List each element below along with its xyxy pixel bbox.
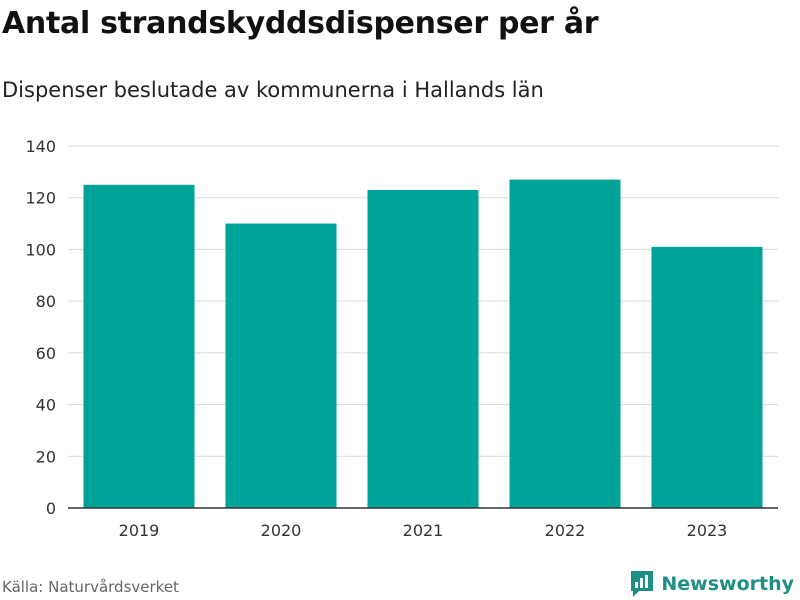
x-tick-label: 2022 bbox=[545, 521, 586, 540]
x-tick-label: 2020 bbox=[261, 521, 302, 540]
bar-2023 bbox=[651, 246, 763, 509]
source-note: Källa: Naturvårdsverket bbox=[2, 578, 179, 596]
chart-subtitle: Dispenser beslutade av kommunerna i Hall… bbox=[2, 78, 544, 102]
y-tick-label: 40 bbox=[36, 396, 56, 415]
y-tick-label: 60 bbox=[36, 344, 56, 363]
brand-name: Newsworthy bbox=[661, 573, 794, 595]
y-tick-label: 80 bbox=[36, 292, 56, 311]
bar-2019 bbox=[83, 184, 195, 509]
chart-title: Antal strandskyddsdispenser per år bbox=[2, 6, 599, 41]
y-tick-label: 20 bbox=[36, 447, 56, 466]
y-tick-label: 120 bbox=[25, 189, 56, 208]
brand-logo: Newsworthy bbox=[629, 569, 794, 599]
y-tick-label: 100 bbox=[25, 240, 56, 259]
bars bbox=[83, 179, 763, 509]
bar-2020 bbox=[225, 223, 337, 509]
y-tick-label: 140 bbox=[25, 137, 56, 156]
newsworthy-logo-icon bbox=[631, 571, 654, 597]
y-tick-label: 0 bbox=[46, 499, 56, 518]
x-tick-label: 2023 bbox=[687, 521, 728, 540]
bar-2021 bbox=[367, 189, 479, 508]
y-axis: 0 20 40 60 80 100 120 140 bbox=[25, 137, 56, 518]
bar-2022 bbox=[509, 179, 621, 508]
x-tick-label: 2021 bbox=[403, 521, 444, 540]
x-tick-label: 2019 bbox=[119, 521, 160, 540]
x-axis: 2019 2020 2021 2022 2023 bbox=[68, 507, 778, 540]
